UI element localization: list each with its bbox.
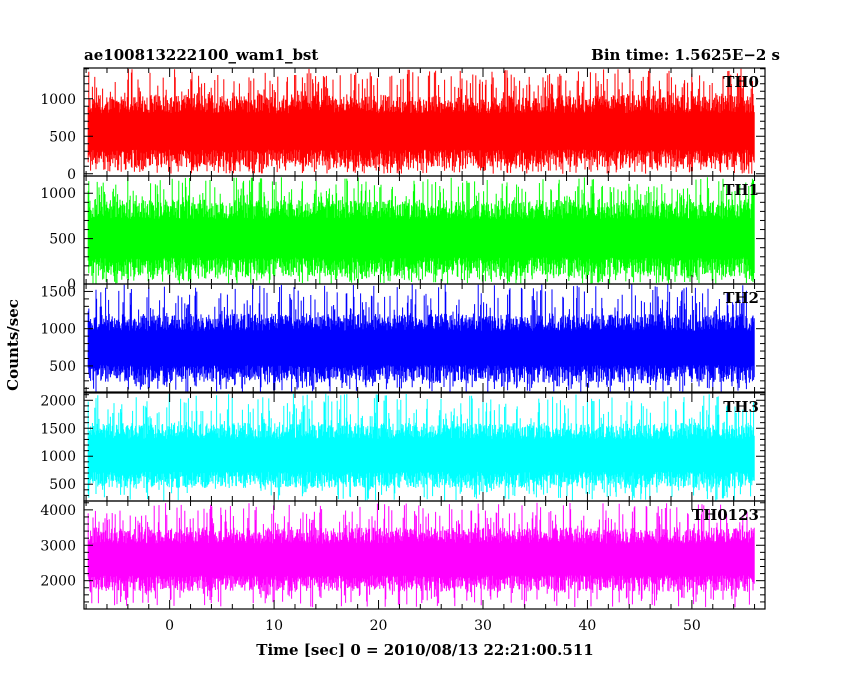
panel-th3: 500 1000 1500 2000 TH3 xyxy=(40,392,766,502)
channel-label: TH3 xyxy=(723,398,759,416)
panel-th2: 500 1000 1500 TH2 xyxy=(40,283,766,393)
y-tick-label: 500 xyxy=(49,129,76,145)
y-tick-label: 2000 xyxy=(40,393,76,409)
y-tick-label: 1500 xyxy=(40,421,76,437)
y-tick-label: 500 xyxy=(49,232,76,248)
x-tick-label: 50 xyxy=(683,618,701,634)
y-tick-label: 500 xyxy=(49,477,76,493)
channel-label: TH1 xyxy=(723,181,759,199)
chart-title: ae100813222100_wam1_bst xyxy=(84,46,318,64)
y-tick-label: 0 xyxy=(67,277,76,293)
y-tick-label: 1000 xyxy=(40,92,76,108)
x-tick-label: 30 xyxy=(474,618,492,634)
x-tick-label: 10 xyxy=(265,618,283,634)
y-tick-label: 1000 xyxy=(40,449,76,465)
panel-th0: 0 500 1000 TH0 xyxy=(40,67,766,183)
panel-th0123: 2000 3000 4000 TH0123 xyxy=(40,500,766,610)
series-th0123 xyxy=(87,502,755,608)
panel-frame xyxy=(83,500,766,610)
panel-frame xyxy=(83,283,766,393)
x-tick-label: 20 xyxy=(370,618,388,634)
y-tick-label: 500 xyxy=(49,359,76,375)
series-th1 xyxy=(87,177,755,284)
series-th2 xyxy=(87,284,755,392)
x-tick-label: 0 xyxy=(165,618,174,634)
y-tick-label: 2000 xyxy=(40,574,76,590)
bin-time-label: Bin time: 1.5625E−2 s xyxy=(591,46,780,64)
channel-label: TH0123 xyxy=(692,506,759,524)
y-tick-label: 1000 xyxy=(40,322,76,338)
series-th3 xyxy=(87,393,755,501)
x-axis-label: Time [sec] 0 = 2010/08/13 22:21:00.511 xyxy=(256,641,593,659)
y-tick-label: 3000 xyxy=(40,538,76,554)
x-tick-label: 40 xyxy=(579,618,597,634)
channel-label: TH2 xyxy=(723,289,759,307)
y-tick-label: 1500 xyxy=(40,284,76,300)
y-tick-label: 4000 xyxy=(40,503,76,519)
channel-label: TH0 xyxy=(723,73,759,91)
y-tick-label: 0 xyxy=(67,167,76,183)
series-th0 xyxy=(87,68,755,174)
y-axis-label: Counts/sec xyxy=(4,299,22,391)
y-tick-label: 1000 xyxy=(40,186,76,202)
panel-th1: 0 500 1000 TH1 xyxy=(40,175,766,293)
